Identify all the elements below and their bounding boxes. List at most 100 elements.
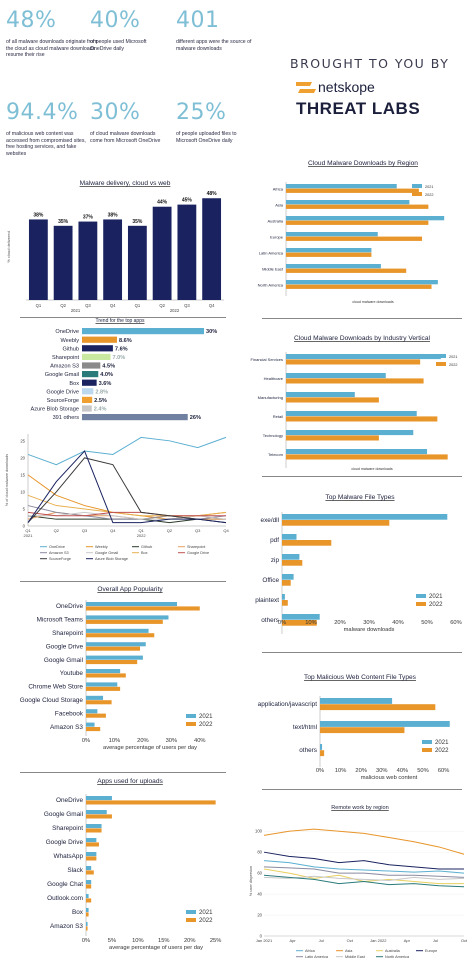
bar-value-label: 4.5%: [102, 364, 115, 370]
remote-work-by-region-title: Remote work by region: [331, 805, 389, 811]
legend-label: Weebly: [95, 545, 108, 549]
stat-value: 40%: [90, 8, 141, 33]
bar: [86, 700, 112, 705]
x-tick-label: Jan 2022: [370, 938, 387, 943]
x-tick-label: Q2: [60, 303, 66, 308]
series-line: [263, 860, 465, 874]
legend-label: 2022: [199, 721, 213, 728]
bar: [286, 184, 397, 189]
x-tick-label: 50%: [421, 620, 433, 626]
legend-label: 2022: [449, 363, 457, 367]
series-line: [28, 511, 227, 520]
legend-label: 2021: [199, 909, 213, 916]
category-label: Google Cloud Storage: [20, 697, 84, 704]
apps-used-for-uploads-chart: OneDrive Google Gmail Sharepoint Google Dri…: [44, 794, 221, 951]
x-tick-label: 15%: [158, 938, 170, 944]
legend-label: 2022: [199, 917, 213, 924]
legend-swatch: [416, 594, 426, 598]
legend-swatch: [412, 192, 422, 196]
category-label: WhatsApp: [54, 853, 84, 860]
category-label: Google Gmail: [44, 811, 83, 818]
x-tick-label: 40%: [392, 620, 404, 626]
category-label: Office: [262, 577, 279, 584]
y-tick-label: 20: [257, 913, 262, 918]
x-tick-label: Q1: [135, 303, 141, 308]
cloud-malware-by-industry-chart: Financial Services Healthcare Manufacturin…: [251, 352, 457, 471]
y-tick-label: 25: [20, 438, 25, 443]
x-tick-label: 10%: [109, 738, 121, 744]
bar: [320, 698, 393, 704]
x-tick-label: Q3: [82, 528, 88, 533]
trend-top-apps-chart: OneDrive 30% Weebly 8.6% Github 7.6% Sharepoin…: [30, 328, 217, 421]
stat-value: 48%: [6, 8, 57, 33]
category-label: SourceForge: [47, 398, 79, 404]
category-label: application/javascript: [258, 701, 318, 708]
legend-swatch: [422, 748, 432, 752]
bar: [86, 814, 112, 819]
category-label: Google Drive: [46, 389, 79, 395]
bar: [86, 673, 126, 678]
series-line: [263, 851, 464, 870]
y-tick-label: 60: [257, 871, 262, 876]
category-label: Africa: [273, 186, 284, 191]
x-tick-label: Jul: [319, 938, 324, 943]
series-line: [263, 828, 465, 855]
x-axis-label: malicious web content: [361, 775, 418, 781]
bar: [282, 560, 303, 566]
bar-value-label: 38%: [33, 212, 44, 218]
bar: [286, 264, 381, 269]
cloud-malware-by-industry-title: Cloud Malware Downloads by Industry Vert…: [294, 335, 430, 342]
category-label: Google Chat: [47, 881, 83, 888]
bar: [86, 682, 118, 687]
bar-value-label: 3.6%: [99, 381, 112, 387]
bar: [320, 744, 323, 750]
category-label: Azure Blob Storage: [30, 407, 79, 413]
bar: [286, 188, 419, 193]
category-label: Sharepoint: [52, 825, 83, 832]
bar: [286, 280, 438, 285]
cloud-malware-by-region-chart: Africa Asia Australia Europe Latin America Mi…: [258, 182, 445, 304]
legend-label: 2021: [449, 355, 457, 359]
bar-value-label: 45%: [182, 198, 193, 204]
category-label: Box: [69, 381, 79, 387]
x-year-label: 2021: [24, 533, 34, 538]
bar: [286, 248, 372, 253]
category-label: Slack: [67, 867, 83, 874]
x-tick-label: Apr: [289, 938, 296, 943]
legend-label: 2021: [435, 739, 449, 746]
x-tick-label: 20%: [334, 620, 346, 626]
category-label: Financial Services: [251, 357, 283, 362]
category-label: Latin America: [259, 250, 284, 255]
stat-2: 40% of people used Microsoft OneDrive da…: [90, 8, 160, 52]
bar: [282, 594, 285, 600]
x-tick-label: Q1: [25, 528, 31, 533]
malware-delivery-chart: 38% Q1 35% Q2 37% Q3 38% Q4 35% Q1 44% Q2 45% Q3 48% Q4…: [6, 191, 224, 313]
bar: [78, 221, 98, 300]
bar-value-label: 26%: [190, 415, 201, 421]
bar-value-label: 48%: [207, 191, 218, 197]
x-tick-label: Oct: [461, 938, 468, 943]
category-label: Sharepoint: [52, 355, 80, 361]
bar-value-label: 7.6%: [115, 346, 128, 352]
bar: [86, 880, 92, 885]
series-line: [27, 511, 226, 517]
bar: [86, 908, 89, 913]
bar: [86, 713, 106, 718]
x-tick-label: Q4: [110, 303, 116, 308]
legend-label: Europe: [425, 949, 437, 953]
legend-label: 2022: [429, 601, 443, 608]
series-line: [27, 450, 227, 524]
x-tick-label: Apr: [404, 938, 411, 943]
x-tick-label: Q4: [223, 528, 229, 533]
bar-value-label: 4.0%: [100, 372, 113, 378]
bar: [282, 620, 317, 626]
category-label: Manufacturing: [258, 395, 283, 400]
stat-value: 94.4%: [6, 100, 79, 125]
legend-swatch: [422, 740, 432, 744]
x-tick-label: 40%: [397, 768, 409, 774]
bar: [86, 866, 92, 871]
category-label: Middle East: [262, 266, 284, 271]
bar: [82, 336, 117, 343]
x-tick-label: Q4: [110, 528, 116, 533]
